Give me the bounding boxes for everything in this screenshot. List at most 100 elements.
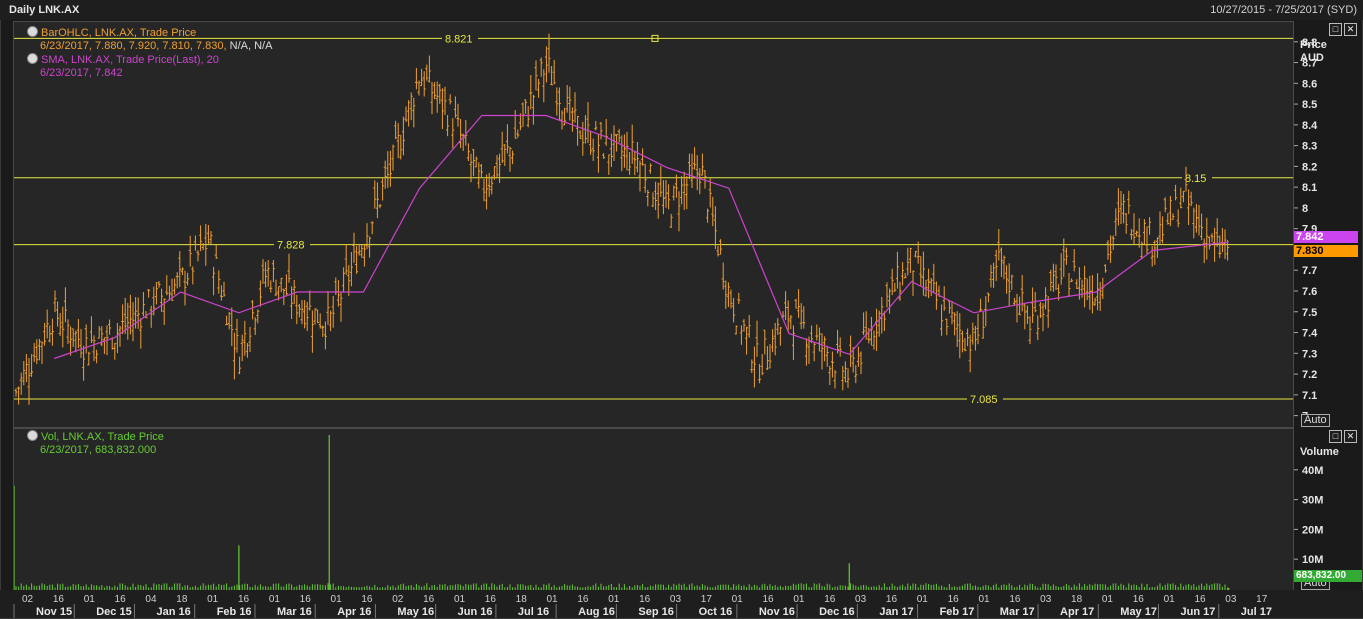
price-tick-label: 8.5 [1302,99,1317,111]
price-tick-label: 8.6 [1302,78,1317,90]
ohlc-legend-extra: N/A, N/A [226,40,273,52]
volume-plot[interactable] [14,429,1293,590]
sma-legend-name: SMA, LNK.AX, Trade Price(Last), 20 [41,54,219,66]
day-tick-label: 01 [547,594,559,605]
sma-legend-values: 6/23/2017, 7.842 [40,67,123,79]
close-icon[interactable]: ✕ [1344,23,1357,36]
day-tick-label: 16 [1133,594,1145,605]
day-tick-label: 17 [701,594,713,605]
day-tick-label: 16 [948,594,960,605]
price-tick-label: 8.1 [1302,182,1317,194]
month-label: Dec 16 [819,606,854,618]
day-tick-label: 01 [608,594,620,605]
volume-close-icon[interactable]: ✕ [1344,430,1357,443]
day-tick-label: 18 [176,594,188,605]
day-tick-label: 16 [300,594,312,605]
day-tick-label: 01 [269,594,281,605]
month-label: Apr 16 [337,606,371,618]
day-tick-label: 16 [577,594,589,605]
price-tick-label: 8 [1302,203,1308,215]
close-last-badge: 7.830 [1294,245,1358,257]
day-tick-label: 03 [670,594,682,605]
day-tick-label: 01 [978,594,990,605]
price-tick-label: 7.5 [1302,307,1317,319]
volume-maximize-icon[interactable]: □ [1329,430,1342,443]
volume-last-badge: 683,832.00 [1294,570,1362,582]
price-panel[interactable]: 8.821 8.15 7.828 7.085 [13,21,1294,428]
month-label: May 17 [1120,606,1157,618]
volume-axis-title: Volume [1300,446,1339,458]
day-tick-label: 04 [145,594,157,605]
price-tick-label: 7.6 [1302,286,1317,298]
time-axis-bg [0,590,1363,618]
volume-legend-values: 6/23/2017, 683,832.000 [40,444,157,456]
day-tick-label: 17 [1256,594,1268,605]
volume-tick-label: 40M [1302,465,1323,477]
day-tick-label: 16 [361,594,373,605]
volume-tick-label: 10M [1302,554,1323,566]
day-tick-label: 16 [53,594,65,605]
month-label: Nov 15 [36,606,72,618]
day-tick-label: 03 [1225,594,1237,605]
day-tick-label: 03 [1040,594,1052,605]
level-label: 8.821 [445,33,473,45]
sma-legend-icon[interactable] [27,53,38,64]
day-tick-label: 01 [732,594,744,605]
day-tick-label: 18 [1071,594,1083,605]
price-tick-label: 7.2 [1302,369,1317,381]
month-label: Jan 16 [156,606,190,618]
line-handle-icon [651,34,659,42]
price-axis-label: Price [1300,39,1327,51]
price-tick-label: 7.7 [1302,265,1317,277]
sma-line [54,114,1229,360]
price-tick-label: 8.4 [1302,120,1318,132]
volume-legend-icon[interactable] [27,430,38,441]
month-label: Aug 16 [578,606,615,618]
day-tick-label: 01 [1102,594,1114,605]
level-label-bg [442,32,478,45]
price-tick-label: 7.3 [1302,348,1317,360]
day-tick-label: 16 [824,594,836,605]
month-label: Jan 17 [879,606,913,618]
ohlc-legend-name: BarOHLC, LNK.AX, Trade Price [41,27,197,39]
month-label: Sep 16 [638,606,673,618]
day-tick-label: 03 [855,594,867,605]
day-tick-label: 01 [207,594,219,605]
ohlc-legend-values: 6/23/2017, 7.880, 7.920, 7.810, 7.830, [40,40,227,52]
date-range: 10/27/2015 - 7/25/2017 (SYD) [1210,4,1357,16]
month-label: Jun 16 [458,606,493,618]
price-plot[interactable]: 8.821 8.15 7.828 7.085 [14,22,1293,427]
day-tick-label: 16 [115,594,127,605]
price-axis[interactable]: 8.88.78.68.58.48.38.28.187.97.87.77.67.5… [1294,21,1362,426]
day-tick-label: 16 [762,594,774,605]
price-tick-label: 7.1 [1302,390,1317,402]
chart-title: Daily LNK.AX [9,4,80,16]
price-tick-label: 8.8 [1302,37,1317,49]
day-tick-label: 02 [22,594,34,605]
time-axis[interactable]: 02 16 01 16 04 18 01 16 01 16 01 16 02 16 01 16 18 01 16 01… [0,590,1363,618]
month-label: Feb 16 [217,606,252,618]
ohlc-legend-icon[interactable] [27,26,38,37]
day-tick-label: 01 [84,594,96,605]
month-label: May 16 [397,606,434,618]
day-tick-label: 01 [793,594,805,605]
day-tick-label: 16 [1009,594,1021,605]
price-legend: BarOHLC, LNK.AX, Trade Price 6/23/2017, … [27,26,272,80]
title-bar: Daily LNK.AX 10/27/2015 - 7/25/2017 (SYD… [0,0,1363,20]
day-tick-label: 02 [392,594,404,605]
month-label: Feb 17 [940,606,975,618]
level-label: 7.085 [970,394,998,406]
day-tick-label: 01 [917,594,929,605]
volume-tick-label: 20M [1302,524,1323,536]
day-tick-label: 18 [516,594,528,605]
day-tick-label: 01 [331,594,343,605]
price-tick-label: 8.2 [1302,161,1317,173]
volume-panel[interactable] [13,428,1294,591]
price-auto-button[interactable]: Auto [1301,414,1330,427]
price-axis-unit: AUD [1300,52,1324,64]
volume-axis[interactable]: 40M 30M 20M 10M [1294,428,1362,589]
day-tick-label: 01 [454,594,466,605]
day-tick-label: 16 [238,594,250,605]
price-tick-label: 7.4 [1302,328,1318,340]
maximize-icon[interactable]: □ [1329,23,1342,36]
